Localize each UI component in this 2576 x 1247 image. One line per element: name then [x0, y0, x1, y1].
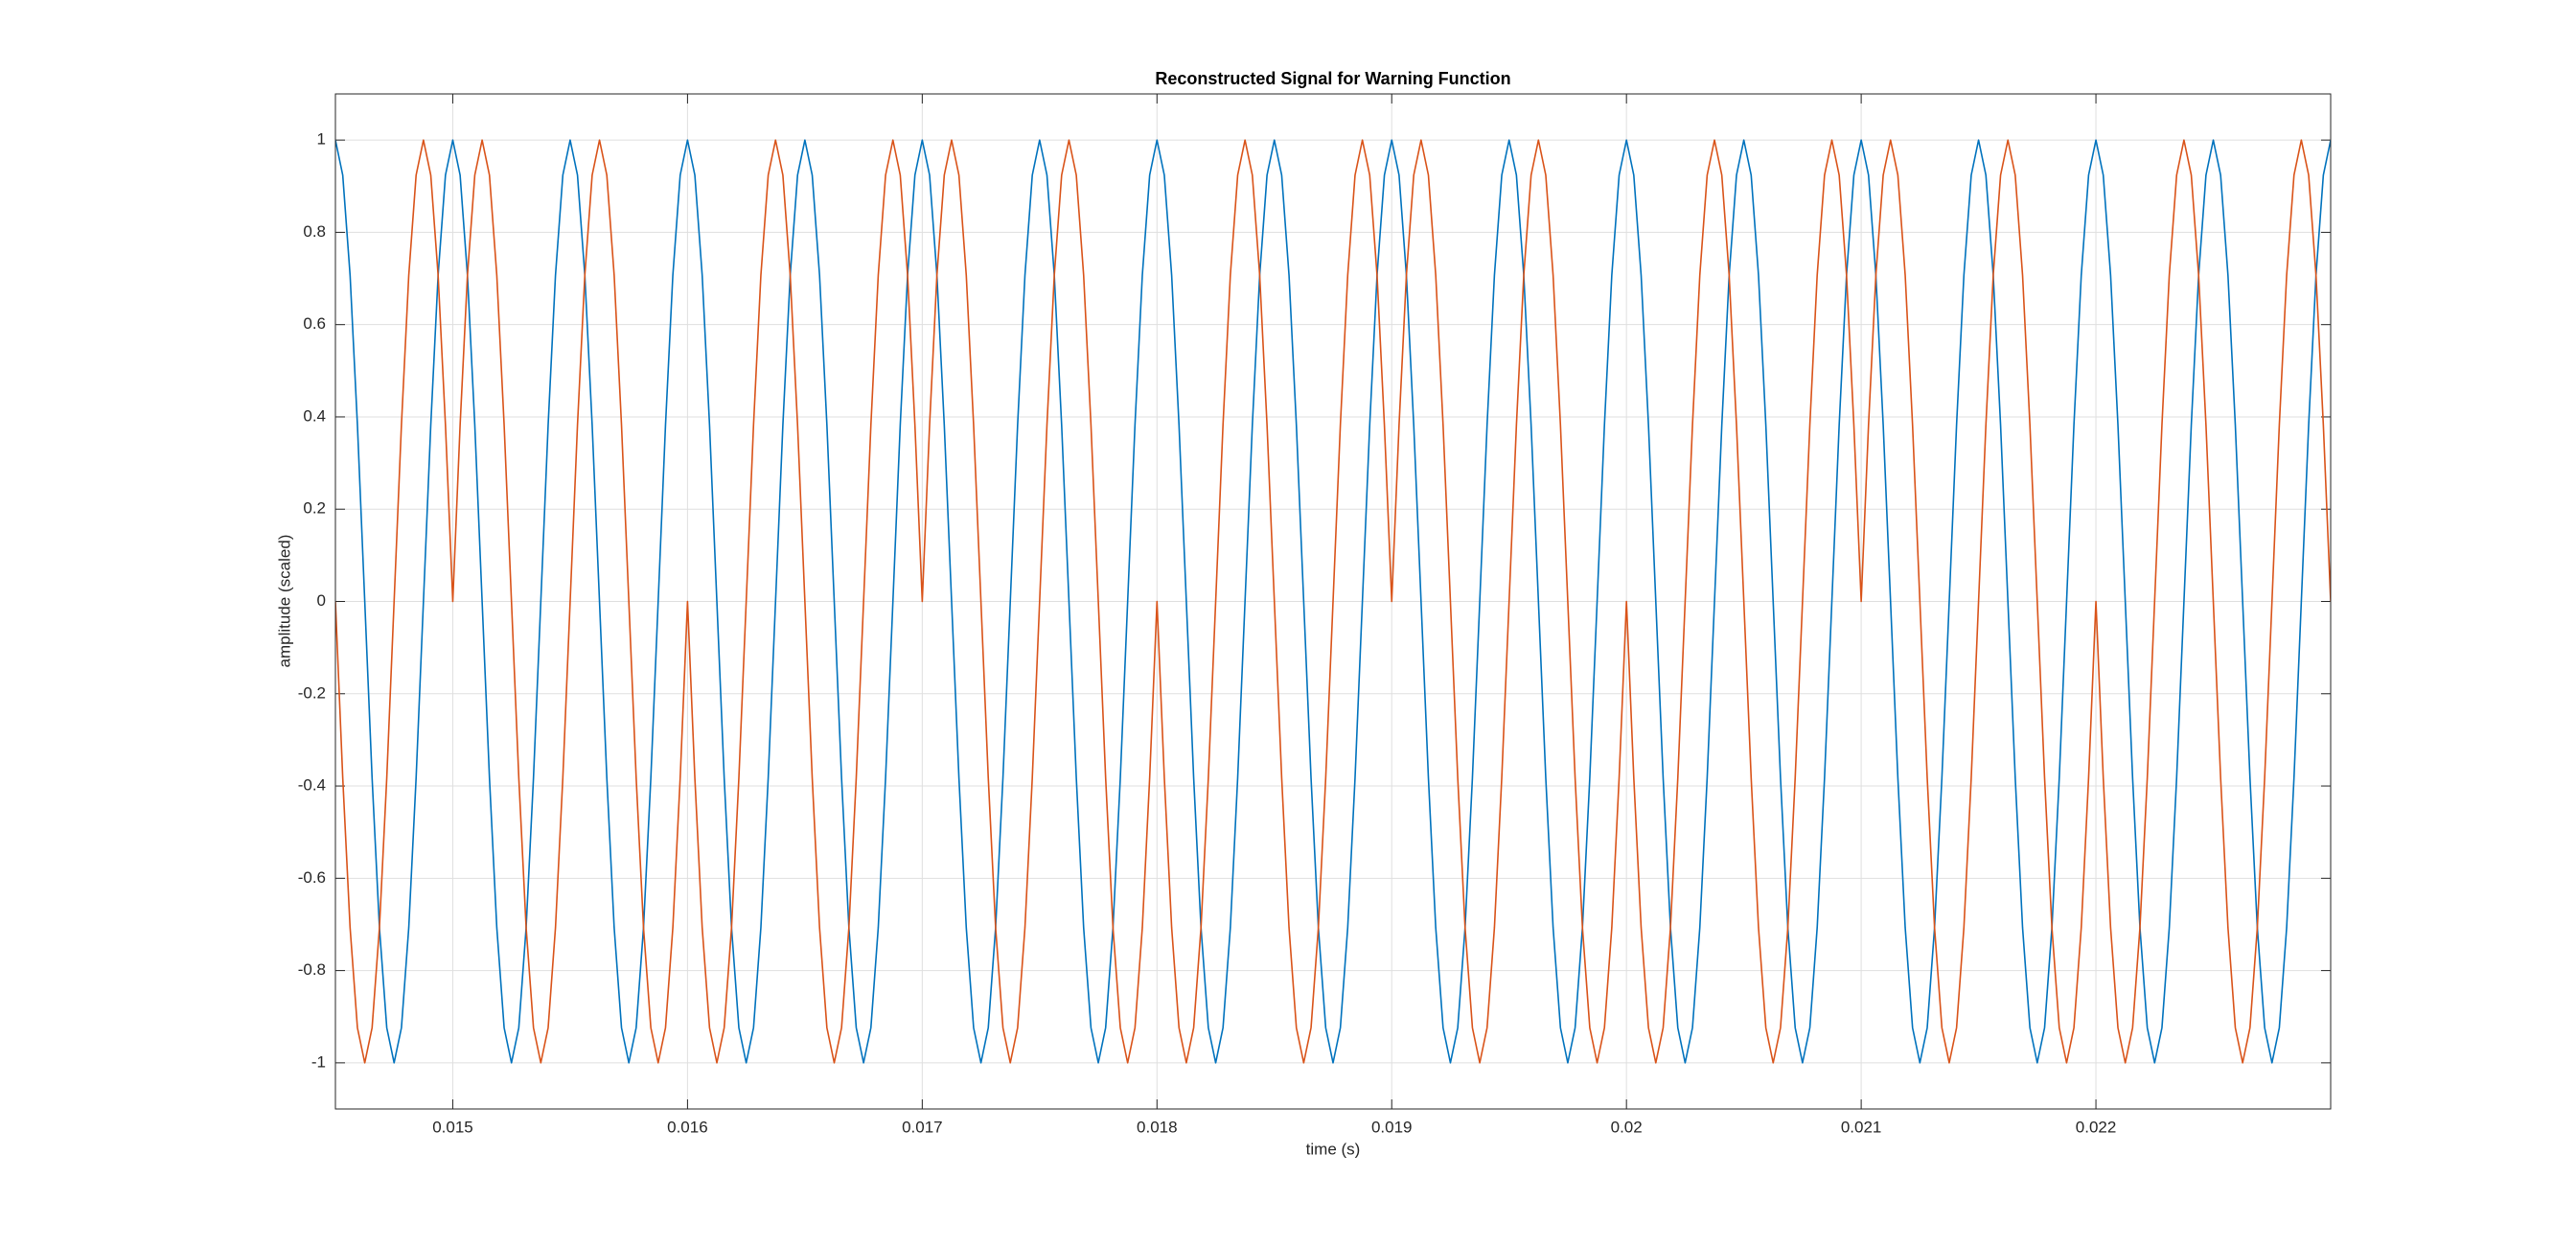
x-axis-label: time (s): [1306, 1140, 1361, 1158]
x-tick-label: 0.02: [1611, 1118, 1643, 1136]
plot-frame: [334, 93, 2332, 1110]
y-tick-label: 0.6: [303, 314, 326, 333]
y-tick-label: -0.4: [298, 776, 326, 795]
x-tick-label: 0.019: [1371, 1118, 1413, 1136]
x-tick-label: 0.015: [432, 1118, 473, 1136]
x-tick-label: 0.017: [902, 1118, 943, 1136]
series-line: [335, 139, 2331, 1064]
x-tick-label: 0.018: [1137, 1118, 1178, 1136]
y-tick-label: 1: [317, 130, 326, 149]
series-line: [335, 139, 2331, 1064]
x-tick-label: 0.021: [1841, 1118, 1882, 1136]
x-tick-label: 0.022: [2076, 1118, 2117, 1136]
y-tick-label: -1: [311, 1052, 326, 1071]
y-tick-label: -0.6: [298, 868, 326, 887]
y-tick-label: -0.2: [298, 683, 326, 702]
y-tick-label: 0.4: [303, 406, 326, 425]
chart-title: Reconstructed Signal for Warning Functio…: [1155, 69, 1510, 88]
y-tick-label: 0: [317, 591, 326, 610]
y-tick-label: 0.2: [303, 499, 326, 518]
y-tick-label: -0.8: [298, 960, 326, 979]
y-axis-label: amplitude (scaled): [275, 535, 293, 668]
y-tick-label: 0.8: [303, 222, 326, 241]
x-tick-label: 0.016: [667, 1118, 708, 1136]
